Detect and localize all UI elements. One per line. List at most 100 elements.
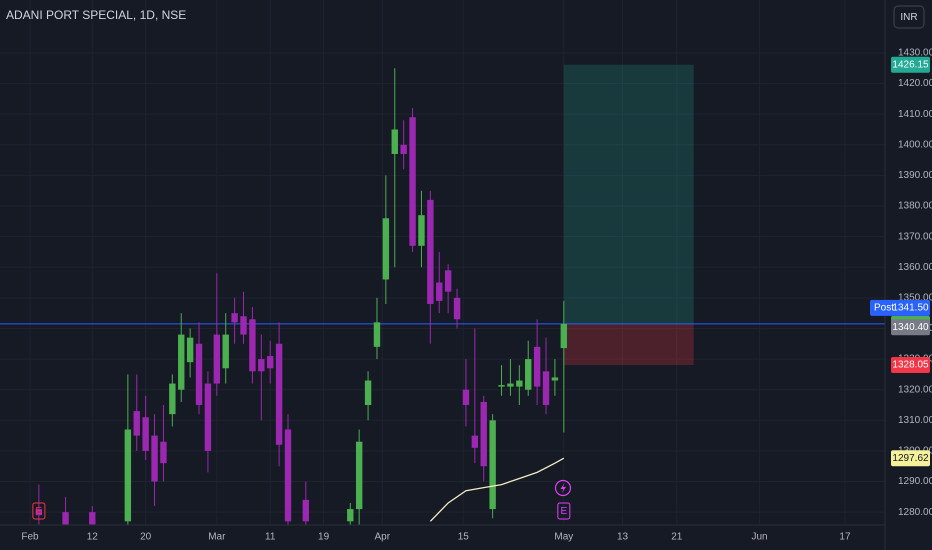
y-tick-label: 1280.00 — [898, 507, 932, 518]
candle-body — [409, 117, 416, 246]
candle-body — [249, 319, 256, 372]
candle-body — [436, 282, 443, 301]
candle-body — [525, 359, 532, 390]
y-tick-label: 1370.00 — [898, 231, 932, 242]
x-tick-label: Mar — [208, 532, 226, 543]
price-label-bg — [891, 319, 930, 336]
candle-body — [498, 385, 505, 387]
candle-body — [382, 218, 390, 280]
event-badge — [32, 502, 46, 520]
y-tick-label: 1320.00 — [898, 384, 932, 395]
candle-body — [516, 380, 523, 387]
x-tick-label: 15 — [458, 532, 470, 543]
moving-average — [429, 457, 565, 522]
event-label: E — [36, 506, 43, 517]
candle-body — [186, 337, 194, 363]
y-tick-label: 1310.00 — [898, 415, 932, 426]
candle-body — [480, 401, 487, 467]
candle-body — [533, 346, 541, 387]
candle-body — [507, 383, 514, 387]
price-label: 1340.40 — [892, 322, 929, 333]
candle-body — [89, 512, 96, 525]
y-tick-label: 1420.00 — [898, 78, 932, 89]
candle-body — [560, 323, 568, 349]
price-label-bg — [891, 56, 930, 73]
candle-body — [418, 215, 425, 246]
candle-body — [151, 435, 158, 482]
candle-body — [160, 441, 167, 464]
x-tick-label: Jun — [751, 532, 767, 543]
price-label: 1297.62 — [892, 453, 929, 464]
candle-body — [204, 383, 212, 451]
candle-body — [258, 359, 265, 372]
candle-body — [471, 435, 479, 448]
x-tick-label: 19 — [318, 532, 330, 543]
y-tick-label: 1390.00 — [898, 170, 932, 181]
candle-body — [169, 383, 176, 415]
price-label: 1328.05 — [892, 360, 929, 371]
currency-button[interactable] — [893, 5, 925, 29]
price-label-bg — [891, 357, 930, 374]
price-label-bg — [891, 450, 930, 467]
loss-zone — [563, 323, 694, 366]
chart-title: ADANI PORT SPECIAL, 1D, NSE — [6, 8, 186, 22]
candle-body — [35, 509, 43, 516]
y-tick-label: 1380.00 — [898, 201, 932, 212]
candle-body — [444, 270, 452, 292]
candle-body — [240, 316, 247, 335]
candle-body — [267, 356, 274, 369]
candle-body — [302, 499, 309, 522]
lightning-icon — [554, 479, 572, 497]
price-label: 1426.15 — [892, 59, 929, 70]
y-tick-label: 1360.00 — [898, 262, 932, 273]
x-tick-label: 13 — [617, 532, 629, 543]
candle-body — [427, 199, 434, 304]
candle-body — [195, 343, 203, 405]
event-label: E — [560, 506, 567, 517]
x-tick-label: 12 — [87, 532, 99, 543]
candle-body — [284, 429, 292, 522]
y-tick-label: 1290.00 — [898, 476, 932, 487]
candle-body — [222, 334, 229, 369]
candle-body — [542, 371, 550, 405]
currency-label[interactable]: INR — [900, 12, 917, 23]
y-tick-label: 1410.00 — [898, 109, 932, 120]
candle-body — [489, 420, 496, 510]
post-label-value: 1341.50 — [892, 303, 929, 314]
candle-body — [62, 512, 69, 525]
grid — [0, 0, 885, 525]
candle-body — [275, 343, 283, 445]
event-badge — [557, 502, 571, 520]
profit-zone — [563, 64, 694, 324]
candle-body — [364, 380, 372, 405]
candle-body — [551, 377, 559, 381]
x-tick-label: 21 — [671, 532, 683, 543]
candle-body — [231, 313, 238, 323]
x-tick-label: Apr — [375, 532, 391, 543]
axes: 1280.001290.001300.001310.001320.001330.… — [21, 48, 932, 543]
candle-body — [213, 334, 221, 384]
candle-body — [178, 334, 185, 390]
x-tick-label: 11 — [265, 532, 276, 543]
candle-body — [391, 129, 398, 154]
candle-body — [453, 297, 461, 320]
candle-body — [142, 417, 149, 451]
post-label-bg — [870, 299, 930, 316]
candle-body — [400, 144, 407, 154]
x-tick-label: 20 — [140, 532, 152, 543]
candle-body — [355, 441, 363, 510]
y-tick-label: 1430.00 — [898, 48, 932, 59]
y-tick-label: 1400.00 — [898, 139, 932, 150]
post-label-name: Post — [874, 303, 894, 314]
x-tick-label: May — [554, 532, 573, 543]
candle-body — [133, 411, 140, 436]
candle-body — [124, 429, 132, 522]
x-tick-label: Feb — [21, 532, 39, 543]
candle-body — [462, 389, 470, 405]
x-tick-label: 17 — [839, 532, 851, 543]
candle-body — [347, 509, 354, 522]
